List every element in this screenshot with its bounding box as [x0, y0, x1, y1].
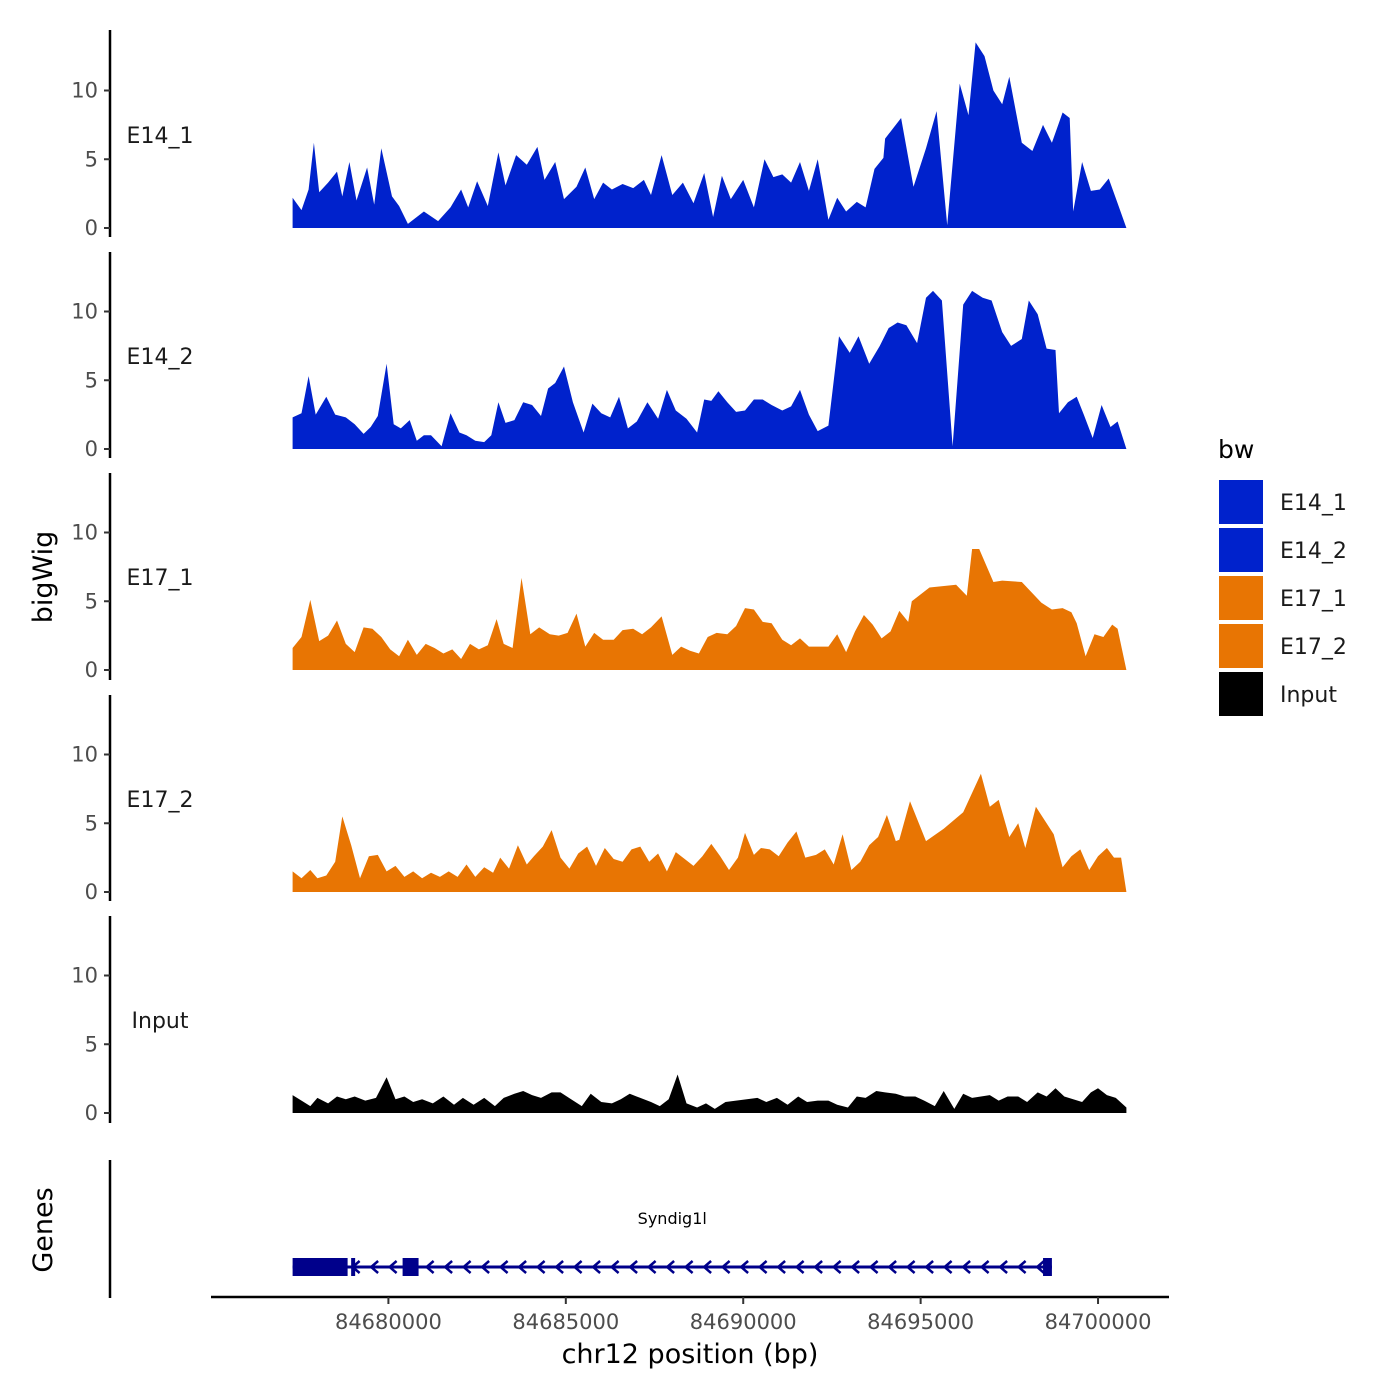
x-tick-label: 84695000	[867, 1310, 974, 1334]
legend-swatch-E17_2	[1219, 624, 1263, 668]
y-axis-title: bigWig	[28, 531, 59, 624]
legend-title: bw	[1218, 435, 1254, 464]
strand-arrow	[998, 1260, 1008, 1274]
y-tick-label: 5	[85, 368, 98, 392]
strand-arrow	[369, 1260, 379, 1274]
gene-name-label: Syndig1l	[638, 1209, 707, 1228]
legend-label-E14_1: E14_1	[1280, 491, 1347, 516]
legend: bw E14_1 E14_2 E17_1 E17_2 Input	[1218, 435, 1347, 716]
strand-arrow	[498, 1260, 509, 1274]
x-tick-label: 84680000	[335, 1310, 442, 1334]
y-tick-label: 0	[85, 437, 98, 461]
y-tick-label: 10	[71, 300, 98, 324]
track-Input: 0 5 10 Input	[71, 916, 1127, 1125]
strand-arrow	[424, 1260, 435, 1274]
y-tick-label: 10	[71, 521, 98, 545]
y-tick-label: 0	[85, 658, 98, 682]
y-tick-label: 0	[85, 1101, 98, 1125]
track-label: E17_2	[127, 788, 194, 813]
area-E14_2	[292, 290, 1127, 449]
area-E14_1	[292, 42, 1127, 229]
strand-arrow	[942, 1260, 953, 1274]
y-tick-label: 5	[85, 811, 98, 835]
strand-arrow	[572, 1260, 583, 1274]
gene-exon	[1043, 1258, 1052, 1276]
strand-arrow	[646, 1260, 657, 1274]
strand-arrow	[1035, 1260, 1045, 1274]
x-tick-label: 84685000	[512, 1310, 619, 1334]
strand-arrow	[924, 1260, 934, 1274]
x-tick-label: 84700000	[1045, 1310, 1152, 1334]
legend-label-E17_2: E17_2	[1280, 635, 1347, 660]
y-tick-label: 10	[71, 964, 98, 988]
gene-exon	[402, 1258, 419, 1276]
strand-arrow	[443, 1260, 453, 1274]
y-tick-label: 5	[85, 147, 98, 171]
strand-arrow	[776, 1260, 786, 1274]
y-tick-label: 5	[85, 589, 98, 613]
legend-swatch-Input	[1219, 672, 1263, 716]
legend-swatch-E14_1	[1219, 480, 1263, 524]
area-E17_2	[292, 773, 1127, 892]
track-label: E14_2	[127, 345, 194, 370]
strand-arrow	[850, 1260, 860, 1274]
strand-arrow	[517, 1260, 527, 1274]
gene-exon	[292, 1258, 348, 1276]
x-axis: 84680000 84685000 84690000 84695000 84700000	[211, 1295, 1169, 1334]
y-tick-label: 0	[85, 880, 98, 904]
y-tick-label: 10	[71, 743, 98, 767]
strand-arrow	[831, 1260, 842, 1274]
y-tick-label: 0	[85, 216, 98, 240]
strand-arrow	[683, 1260, 694, 1274]
strand-arrow	[1016, 1260, 1027, 1274]
strand-arrow	[591, 1260, 601, 1274]
track-label: Input	[132, 1009, 189, 1034]
track-panels: 0 5 10 E14_1 0 5 10 E14_2 0 5 10 E17_1 0 5 10 E17_2 0 5 10…	[71, 30, 1127, 1125]
legend-label-E17_1: E17_1	[1280, 587, 1347, 612]
strand-arrow	[757, 1260, 768, 1274]
strand-arrow	[813, 1260, 823, 1274]
x-tick-label: 84690000	[690, 1310, 797, 1334]
area-E17_1	[292, 549, 1127, 670]
legend-swatch-E14_2	[1219, 528, 1263, 572]
legend-swatch-E17_1	[1219, 576, 1263, 620]
track-label: E17_1	[127, 566, 194, 591]
strand-arrow	[905, 1260, 916, 1274]
track-E14_1: 0 5 10 E14_1	[71, 30, 1127, 240]
strand-arrow	[554, 1260, 564, 1274]
track-label: E14_1	[127, 124, 194, 149]
strand-arrow	[628, 1260, 638, 1274]
strand-arrow	[887, 1260, 897, 1274]
strand-arrow	[702, 1260, 712, 1274]
area-Input	[292, 1074, 1127, 1113]
gene-exon	[351, 1258, 356, 1276]
genes-axis-title: Genes	[28, 1187, 59, 1272]
strand-arrow	[387, 1260, 398, 1274]
strand-arrow	[794, 1260, 805, 1274]
track-E17_1: 0 5 10 E17_1	[71, 473, 1127, 682]
strand-arrow	[535, 1260, 546, 1274]
y-tick-label: 10	[71, 79, 98, 103]
strand-arrow	[961, 1260, 971, 1274]
strand-arrow	[720, 1260, 731, 1274]
legend-label-E14_2: E14_2	[1280, 539, 1347, 564]
strand-arrow	[609, 1260, 620, 1274]
strand-arrow	[665, 1260, 675, 1274]
strand-arrow	[979, 1260, 990, 1274]
strand-arrow	[480, 1260, 490, 1274]
strand-arrow	[461, 1260, 472, 1274]
track-E17_2: 0 5 10 E17_2	[71, 695, 1127, 904]
legend-label-Input: Input	[1280, 683, 1337, 708]
x-axis-title: chr12 position (bp)	[562, 1339, 819, 1370]
strand-arrow	[868, 1260, 879, 1274]
genes-panel: Syndig1l	[108, 1160, 1052, 1298]
strand-arrow	[739, 1260, 749, 1274]
track-E14_2: 0 5 10 E14_2	[71, 252, 1127, 461]
y-tick-label: 5	[85, 1032, 98, 1056]
